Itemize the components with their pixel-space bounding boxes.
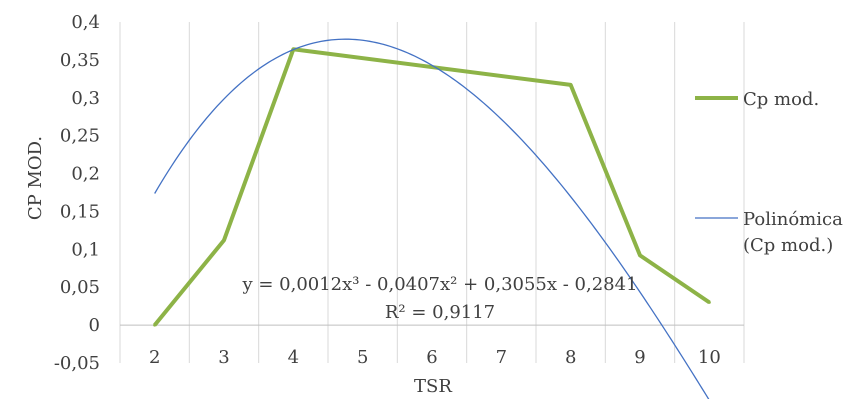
y-tick-label: 0,4 bbox=[71, 12, 100, 33]
legend-label-polinomica: Polinómica bbox=[743, 209, 843, 230]
series-layer bbox=[153, 38, 711, 399]
y-tick-label: 0,15 bbox=[60, 201, 100, 222]
x-tick-label: 6 bbox=[426, 347, 437, 368]
data-point bbox=[153, 323, 157, 327]
data-point bbox=[707, 300, 711, 304]
x-tick-label: 9 bbox=[634, 347, 645, 368]
x-tick-label: 3 bbox=[218, 347, 229, 368]
x-tick-label: 8 bbox=[565, 347, 576, 368]
legend-label-cp-mod: Cp mod. bbox=[743, 89, 819, 110]
tick-labels: 0,4 0,35 0,3 0,25 0,2 0,15 0,1 0,05 0 -0,05 2 3 4 5 6 7… bbox=[54, 12, 721, 374]
data-point bbox=[638, 253, 642, 257]
series-line-cp-mod bbox=[153, 47, 711, 327]
trendline-equation: y = 0,0012x³ - 0,0407x² + 0,3055x - 0,28… bbox=[241, 274, 637, 295]
x-axis-title: TSR bbox=[414, 376, 452, 397]
x-tick-label: 5 bbox=[357, 347, 368, 368]
data-point bbox=[569, 83, 573, 87]
x-tick-label: 10 bbox=[698, 347, 721, 368]
y-tick-label: 0,35 bbox=[60, 50, 100, 71]
y-axis-title: CP MOD. bbox=[25, 136, 46, 220]
y-tick-label: 0,25 bbox=[60, 126, 100, 147]
x-tick-label: 7 bbox=[496, 347, 507, 368]
y-tick-label: -0,05 bbox=[54, 353, 100, 374]
y-tick-label: 0,3 bbox=[71, 88, 100, 109]
x-tick-label: 4 bbox=[288, 347, 299, 368]
trendline-r-squared: R² = 0,9117 bbox=[385, 302, 495, 323]
trendline-polynomial bbox=[154, 38, 710, 399]
legend: Cp mod. Polinómica (Cp mod.) bbox=[695, 89, 843, 256]
y-tick-label: 0,1 bbox=[71, 239, 100, 260]
legend-label-polinomica-line2: (Cp mod.) bbox=[743, 235, 833, 256]
y-tick-label: 0 bbox=[89, 315, 100, 336]
x-tick-label: 2 bbox=[149, 347, 160, 368]
y-tick-label: 0,05 bbox=[60, 277, 100, 298]
data-point bbox=[222, 238, 226, 242]
y-tick-label: 0,2 bbox=[71, 164, 100, 185]
